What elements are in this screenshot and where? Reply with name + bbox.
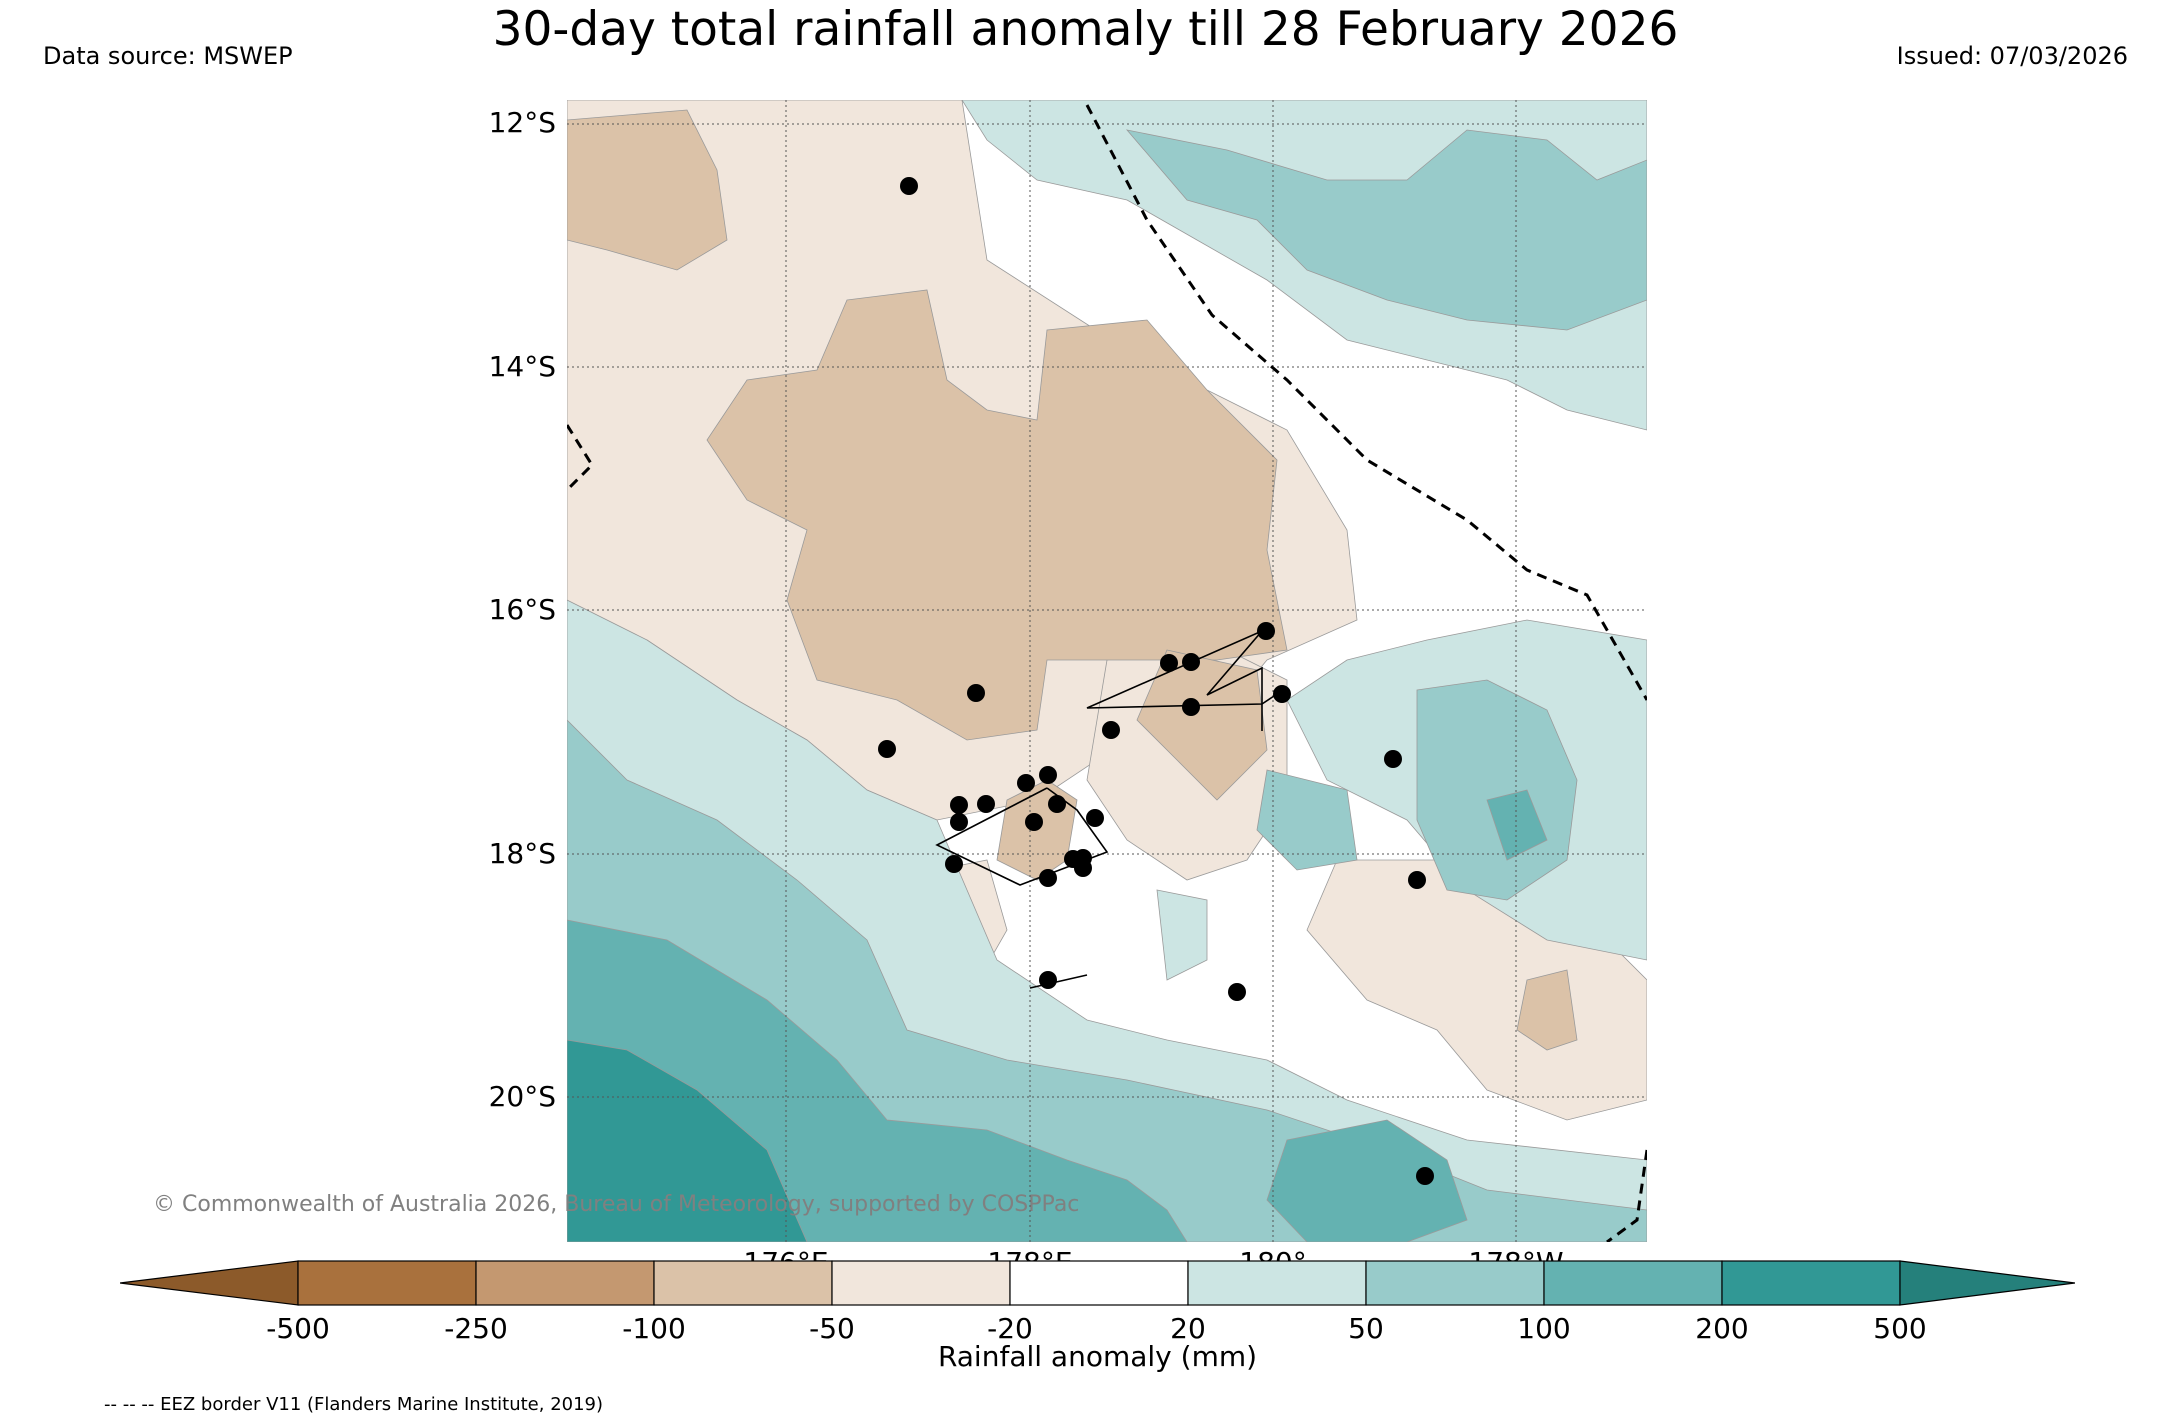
colorbar-segment [1365,1260,1545,1306]
station-marker [1074,859,1092,877]
station-marker [1160,654,1178,672]
lat-label-12s: 12°S [488,106,556,139]
station-marker [1384,750,1402,768]
colorbar-tick-label: 500 [1873,1312,1927,1345]
station-marker [977,795,995,813]
colorbar-tick-label: 20 [1170,1312,1206,1345]
station-marker [950,813,968,831]
colorbar-segment [297,1260,477,1306]
colorbar-tick-label: 200 [1695,1312,1749,1345]
station-markers [878,177,1434,1185]
eez-border-legend: -- -- -- EEZ border V11 (Flanders Marine… [104,1394,604,1415]
station-marker [1102,721,1120,739]
colorbar-tick-label: 100 [1517,1312,1571,1345]
colorbar-title: Rainfall anomaly (mm) [937,1340,1258,1373]
rainfall-anomaly-map [567,100,1647,1242]
station-marker [1273,685,1291,703]
station-marker [1228,983,1246,1001]
station-marker [1257,622,1275,640]
station-marker [1048,795,1066,813]
station-marker [1416,1167,1434,1185]
station-marker [1039,869,1057,887]
colorbar-tick-label: -100 [622,1312,686,1345]
colorbar-tick-label: -20 [987,1312,1033,1345]
colorbar-tick-label: -50 [809,1312,855,1345]
eez-border-lines [567,104,1647,1242]
issued-date-label: Issued: 07/03/2026 [1896,42,2128,70]
colorbar-segment [1187,1260,1367,1306]
station-marker [950,796,968,814]
colorbar [120,1260,2075,1306]
colorbar-segment [1009,1260,1189,1306]
colorbar-segment [475,1260,655,1306]
station-marker [1182,653,1200,671]
colorbar-tick-label: 50 [1348,1312,1384,1345]
station-marker [900,177,918,195]
colorbar-segment [653,1260,833,1306]
lat-label-16s: 16°S [488,593,556,626]
colorbar-segment [831,1260,1011,1306]
wet-anomaly-very-strong-regions [567,1039,808,1242]
data-source-label: Data source: MSWEP [43,42,293,70]
copyright-notice: © Commonwealth of Australia 2026, Bureau… [153,1192,1080,1217]
station-marker [945,855,963,873]
lat-label-14s: 14°S [488,350,556,383]
colorbar-segment [1721,1260,1901,1306]
colorbar-extension-low [120,1260,299,1306]
colorbar-tick-label: -250 [444,1312,508,1345]
lat-label-18s: 18°S [488,837,556,870]
lat-label-20s: 20°S [488,1080,556,1113]
dry-anomaly-medium-regions [567,109,1578,1051]
station-marker [1039,971,1057,989]
station-marker [1182,698,1200,716]
station-marker [878,740,896,758]
station-marker [1039,766,1057,784]
station-marker [1086,809,1104,827]
graticule [567,100,1647,1242]
chart-title: 30-day total rainfall anomaly till 28 Fe… [492,2,1679,57]
station-marker [1408,871,1426,889]
colorbar-extension-high [1899,1260,2075,1306]
station-marker [1017,774,1035,792]
station-marker [1025,813,1043,831]
colorbar-tick-label: -500 [266,1312,330,1345]
station-marker [967,684,985,702]
colorbar-segment [1543,1260,1723,1306]
